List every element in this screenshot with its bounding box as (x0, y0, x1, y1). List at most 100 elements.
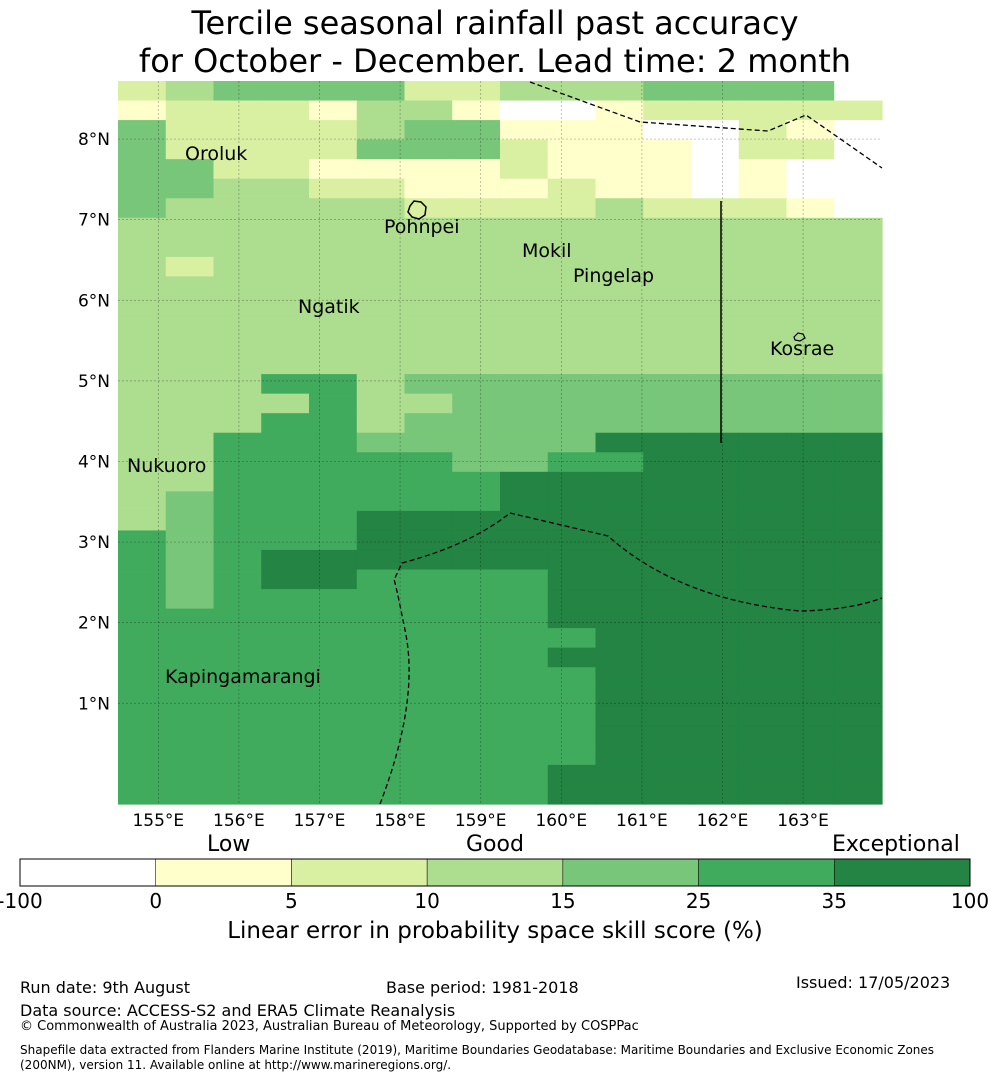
grid-cell (595, 237, 644, 258)
grid-cell (691, 237, 740, 258)
grid-cell (213, 510, 262, 532)
grid-cell (452, 491, 501, 512)
grid-cell (643, 354, 692, 375)
grid-cell (309, 608, 358, 629)
grid-cell (356, 100, 406, 121)
grid-cell (547, 81, 597, 102)
grid-cell (309, 295, 358, 317)
colorbar-tick-label: 10 (414, 889, 440, 913)
grid-cell (691, 413, 740, 434)
grid-cell (404, 159, 453, 180)
grid-cell (738, 569, 788, 590)
grid-cell (404, 100, 453, 121)
grid-cell (643, 510, 692, 532)
grid-cell (356, 706, 406, 727)
grid-cell (691, 471, 740, 492)
grid-cell (356, 81, 406, 102)
grid-cell (643, 745, 692, 766)
grid-cell (595, 256, 644, 278)
grid-cell (643, 725, 692, 746)
grid-cell (500, 432, 549, 453)
place-label: Nukuoro (127, 455, 206, 477)
grid-cell (786, 295, 835, 317)
grid-cell (165, 491, 215, 512)
grid-cell (165, 764, 215, 786)
grid-cell (595, 510, 644, 532)
grid-cell (643, 198, 692, 219)
grid-cell (643, 139, 692, 160)
latitude-label: 2°N (78, 614, 110, 634)
grid-cell (261, 100, 310, 121)
grid-cell (738, 393, 788, 414)
grid-cell (500, 784, 549, 805)
grid-cell (261, 335, 310, 356)
grid-cell (452, 335, 501, 356)
grid-cell (118, 647, 167, 668)
copyright-notice: © Commonwealth of Australia 2023, Austra… (20, 1019, 639, 1034)
category-low: Low (207, 832, 251, 857)
grid-cell (691, 139, 740, 160)
grid-cell (691, 374, 740, 395)
grid-cell (356, 159, 406, 180)
grid-cell (213, 178, 262, 199)
grid-cell (595, 589, 644, 610)
grid-cell (261, 295, 310, 317)
grid-cell (309, 198, 358, 219)
grid-cell (309, 764, 358, 786)
grid-cell (213, 354, 262, 375)
grid-cell (786, 784, 835, 805)
grid-cell (738, 178, 788, 199)
grid-cell (834, 647, 883, 668)
grid-cell (356, 237, 406, 258)
category-exceptional: Exceptional (832, 832, 960, 857)
grid-cell (547, 706, 597, 727)
grid-cell (643, 569, 692, 590)
grid-cell (500, 686, 549, 707)
grid-cell (213, 745, 262, 766)
grid-cell (500, 549, 549, 571)
grid-cell (452, 256, 501, 278)
grid-cell (738, 413, 788, 434)
grid-cell (213, 491, 262, 512)
grid-cell (691, 530, 740, 551)
grid-cell (691, 393, 740, 414)
grid-cell (261, 315, 310, 336)
colorbar-tick-label: 0 (149, 889, 163, 913)
eez-boundary-south (379, 512, 883, 805)
grid-cell (547, 295, 597, 317)
grid-cell (118, 256, 167, 278)
grid-cell (452, 393, 501, 414)
colorbar-frame (19, 858, 971, 887)
grid-cell (643, 686, 692, 707)
grid-cell (261, 217, 310, 238)
colorbar-tick-label: 25 (685, 889, 712, 913)
grid-cell (261, 452, 310, 473)
grid-cell (404, 413, 453, 434)
grid-cell (500, 120, 549, 141)
grid-cell (786, 256, 835, 278)
grid-cell (786, 374, 835, 395)
grid-cell (547, 237, 597, 258)
base-period: Base period: 1981-2018 (386, 978, 579, 997)
grid-cell (309, 725, 358, 746)
grid-cell (547, 530, 597, 551)
grid-cell (356, 628, 406, 649)
grid-cell (261, 589, 310, 610)
grid-cell (213, 569, 262, 590)
grid-cell (738, 530, 788, 551)
grid-cell (404, 569, 453, 590)
place-label: Pohnpei (384, 216, 460, 238)
longitude-label: 156°E (213, 811, 265, 830)
grid-cell (643, 120, 692, 141)
grid-cell (547, 686, 597, 707)
grid-cell (261, 120, 310, 141)
grid-cell (118, 784, 167, 805)
grid-cell (404, 764, 453, 786)
colorbar-segment (562, 858, 699, 887)
grid-cell (309, 159, 358, 180)
grid-cell (547, 159, 597, 180)
grid-cell (118, 354, 167, 375)
grid-cell (738, 745, 788, 766)
grid-cell (404, 237, 453, 258)
grid-cell (118, 764, 167, 786)
